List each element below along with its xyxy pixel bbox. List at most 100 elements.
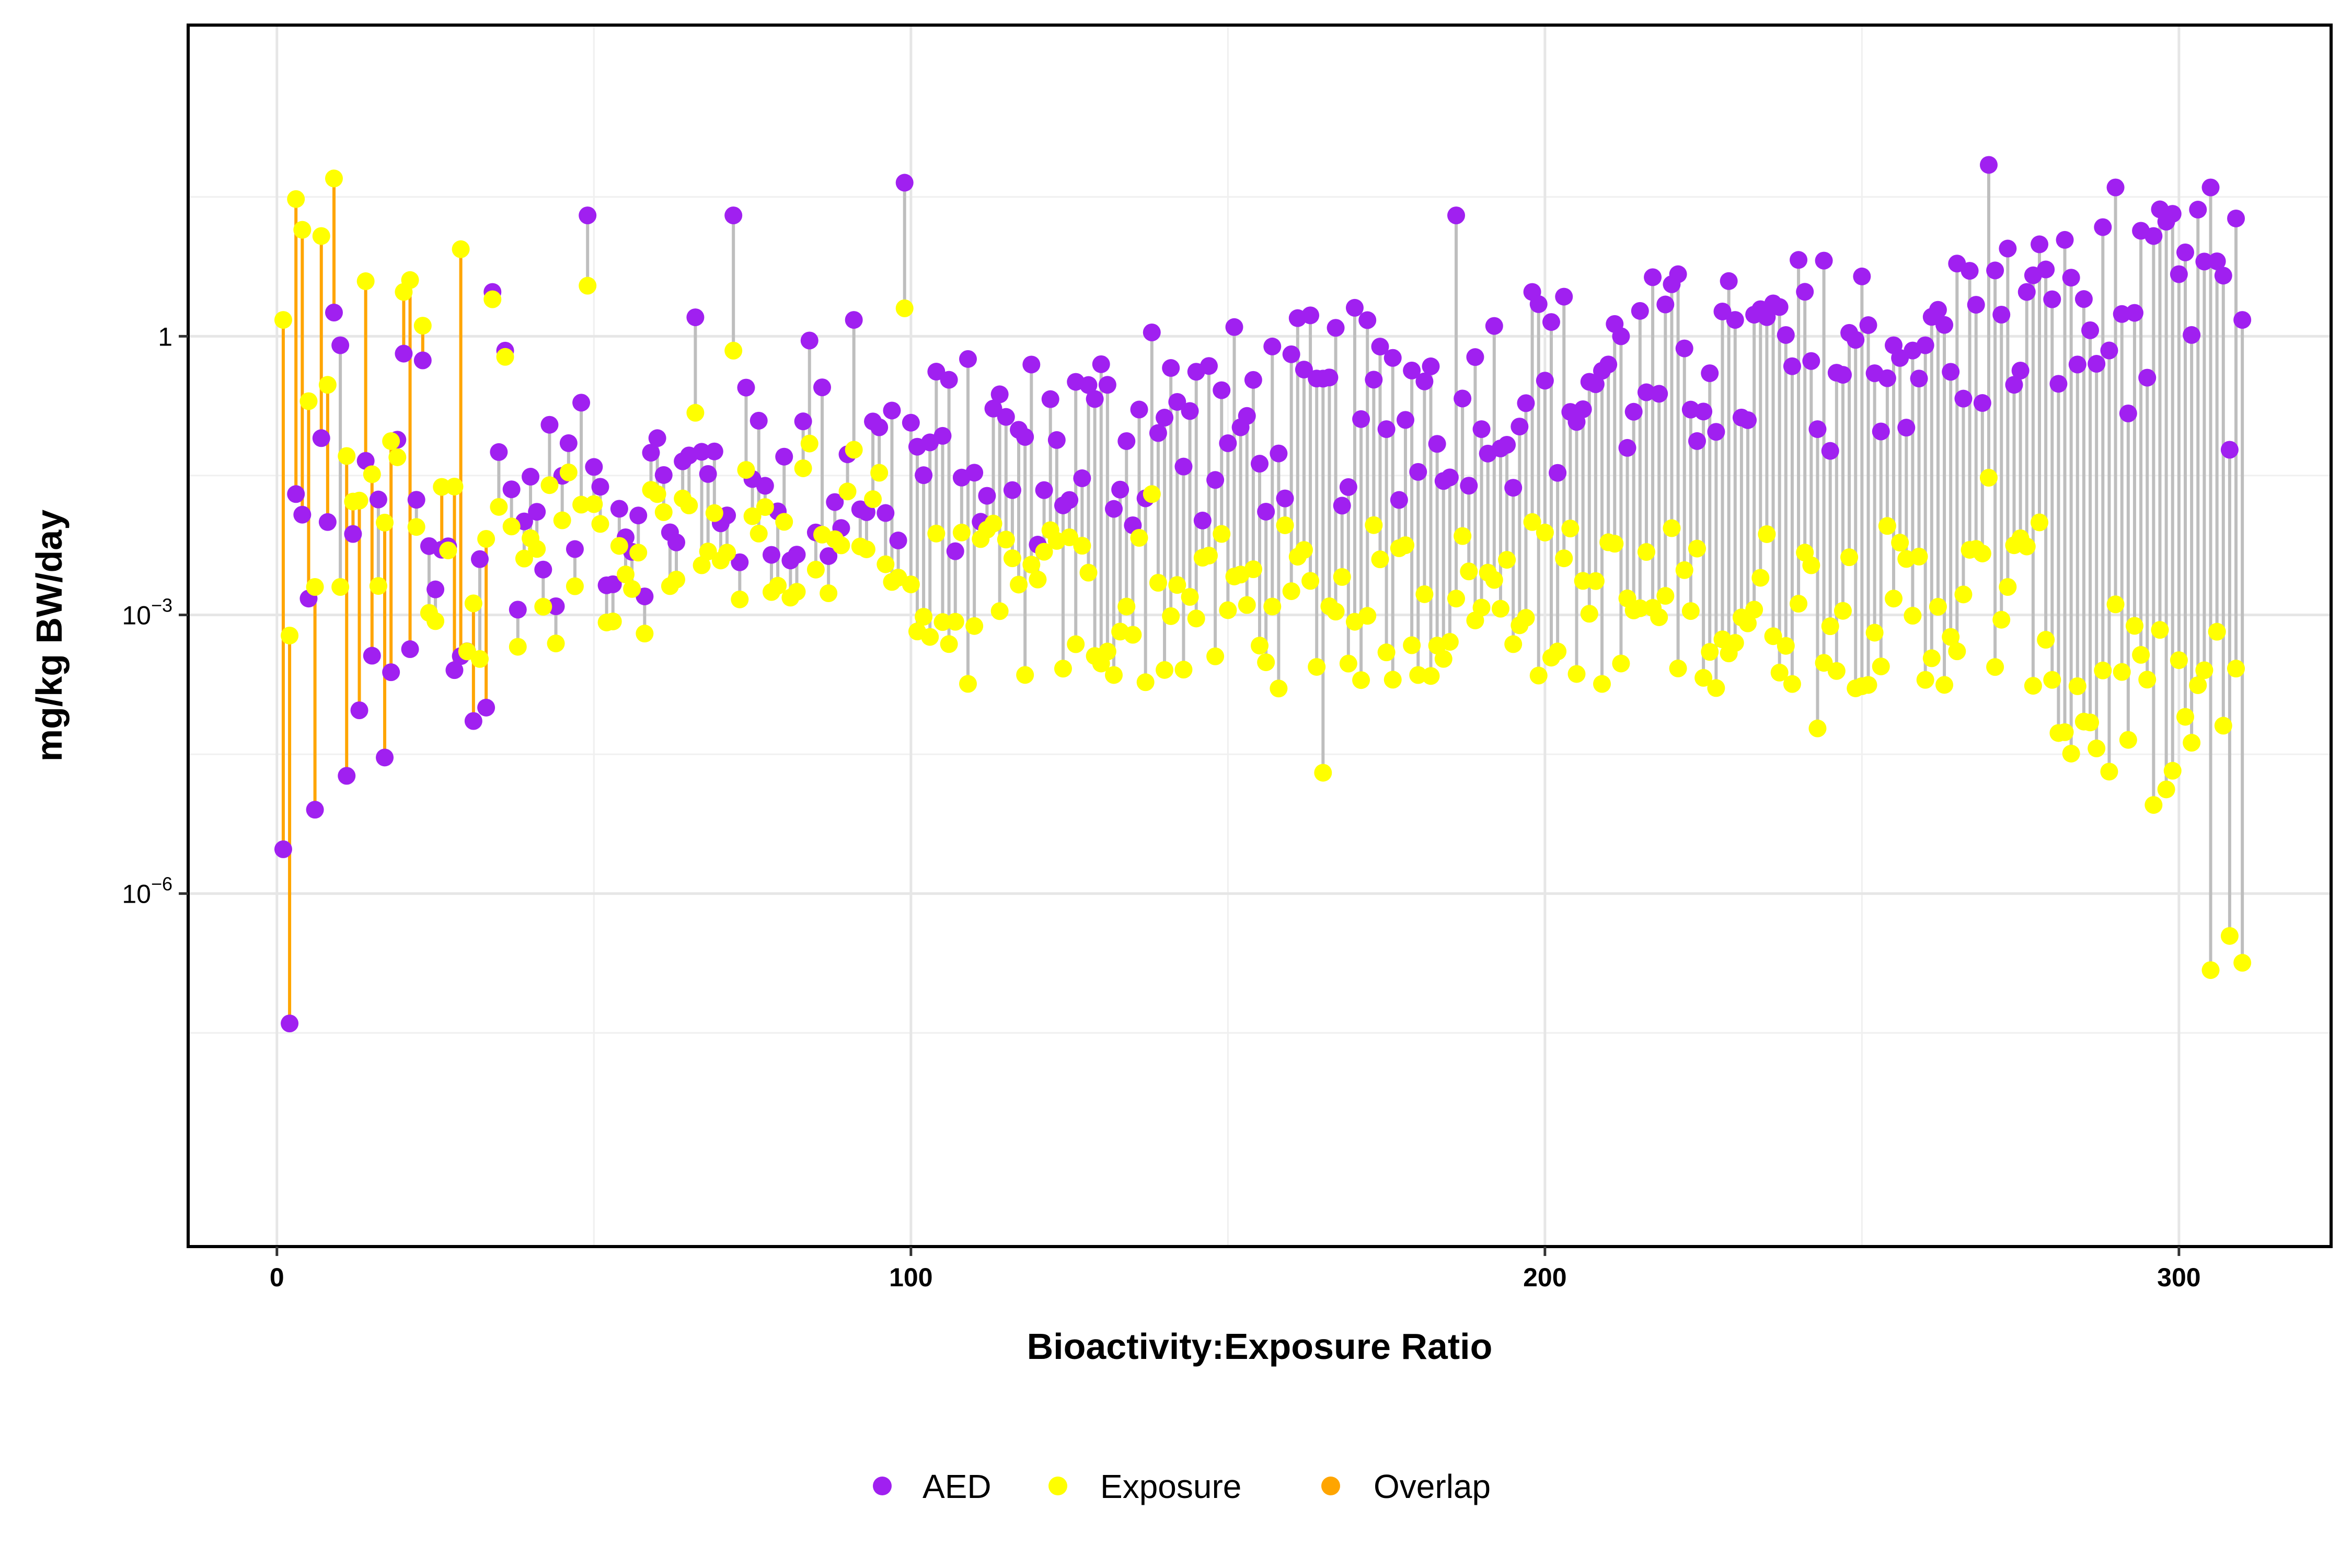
exposure-point	[1257, 653, 1275, 672]
exposure-point	[1872, 658, 1890, 676]
aed-point	[731, 553, 749, 571]
aed-point	[1821, 442, 1839, 460]
aed-point	[540, 416, 559, 434]
aed-point	[705, 442, 723, 460]
aed-point	[1466, 348, 1484, 366]
exposure-point	[895, 299, 914, 317]
exposure-point	[1916, 671, 1934, 689]
exposure-point	[1815, 654, 1833, 672]
aed-point	[1149, 424, 1167, 442]
exposure-point	[445, 477, 464, 495]
exposure-point	[2094, 661, 2112, 679]
exposure-point	[1973, 544, 1991, 562]
aed-point	[1174, 457, 1193, 476]
aed-point	[1967, 296, 1985, 314]
exposure-point	[496, 348, 514, 366]
exposure-point	[1149, 574, 1167, 592]
exposure-point	[667, 570, 686, 589]
exposure-point	[2227, 660, 2245, 678]
aed-point	[1916, 336, 1934, 354]
aed-point	[1973, 394, 1991, 412]
aed-point	[1701, 364, 1719, 383]
aed-point	[509, 601, 527, 619]
aed-point	[1961, 262, 1979, 280]
aed-point	[1986, 261, 2004, 280]
aed-point	[1454, 389, 1472, 408]
exposure-point	[1029, 570, 1047, 589]
aed-point	[1872, 422, 1890, 441]
aed-point	[585, 458, 603, 476]
exposure-point	[1878, 517, 1896, 535]
exposure-point	[281, 626, 299, 644]
aed-point	[927, 363, 946, 381]
aed-point	[1193, 511, 1212, 529]
exposure-point	[629, 544, 648, 562]
aed-point	[1688, 432, 1706, 450]
exposure-point	[1612, 654, 1630, 673]
exposure-point	[534, 597, 552, 616]
x-axis-title: Bioactivity:Exposure Ratio	[1027, 1326, 1493, 1367]
aed-point	[1098, 376, 1116, 394]
aed-point	[877, 504, 895, 522]
aed-point	[1511, 418, 1529, 436]
exposure-point	[2233, 954, 2252, 972]
exposure-point	[1935, 676, 1954, 694]
aed-point	[1859, 316, 1877, 335]
aed-point	[1853, 267, 1871, 285]
exposure-point	[946, 613, 964, 631]
exposure-point	[509, 638, 527, 656]
exposure-point	[750, 524, 768, 543]
exposure-point	[566, 577, 584, 595]
exposure-point	[572, 495, 591, 514]
aed-point	[559, 434, 578, 452]
aed-point	[1041, 390, 1059, 408]
aed-point	[1777, 326, 1795, 344]
exposure-point	[439, 541, 457, 560]
exposure-point	[1409, 666, 1427, 684]
exposure-point	[1954, 585, 1973, 604]
aed-point	[1327, 319, 1345, 337]
aed-point	[889, 532, 907, 550]
exposure-point	[832, 536, 850, 555]
exposure-point	[1523, 513, 1541, 531]
exposure-point	[363, 465, 381, 483]
exposure-point	[1143, 485, 1161, 503]
aed-point	[401, 640, 419, 659]
aed-point	[997, 408, 1015, 426]
aed-point	[1992, 305, 2011, 324]
exposure-point	[1631, 599, 1649, 617]
exposure-point	[2119, 731, 2137, 749]
exposure-point	[623, 580, 641, 598]
exposure-point	[1986, 658, 2004, 676]
aed-point	[1644, 268, 1662, 286]
exposure-point	[540, 476, 559, 494]
exposure-point	[1637, 543, 1655, 561]
exposure-point	[2201, 961, 2220, 979]
exposure-point	[299, 392, 318, 410]
exposure-point	[1688, 539, 1706, 558]
aed-point	[686, 308, 705, 327]
exposure-point	[1124, 626, 1142, 644]
aed-point	[1783, 357, 1801, 375]
aed-point	[1365, 371, 1383, 389]
exposure-point	[724, 341, 743, 360]
exposure-point	[376, 513, 394, 532]
aed-point	[1954, 389, 1973, 408]
aed-point	[2037, 260, 2055, 279]
aed-point	[407, 491, 425, 509]
exposure-point	[338, 447, 356, 465]
exposure-point	[1586, 572, 1605, 590]
exposure-point	[1979, 469, 1998, 487]
aed-point	[1409, 463, 1427, 481]
exposure-point	[559, 463, 578, 481]
exposure-point	[1098, 642, 1116, 661]
aed-point	[693, 443, 711, 461]
aed-point	[547, 597, 565, 615]
aed-point	[800, 331, 818, 350]
aed-point	[1276, 489, 1294, 508]
exposure-point	[369, 577, 387, 595]
aed-point	[2017, 283, 2036, 301]
exposure-point	[2062, 744, 2080, 763]
exposure-point	[2195, 661, 2213, 679]
